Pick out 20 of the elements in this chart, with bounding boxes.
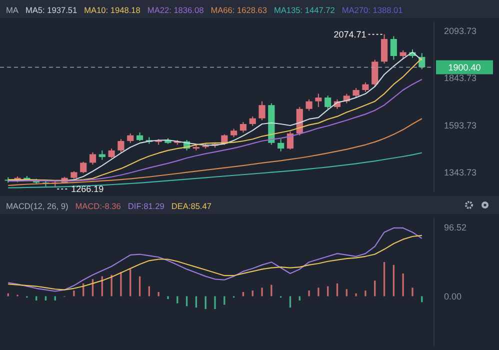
y-tick-label: 96.52 (444, 222, 467, 233)
y-tick-label: 0.00 (444, 291, 462, 302)
text: MA135: 1447.72 (274, 5, 336, 15)
text: DIF:81.29 (128, 201, 165, 211)
y-tick-label: 1843.73 (444, 73, 477, 84)
legend-label: MA270: 1388.01 (342, 5, 404, 15)
y-tick-label: 2093.73 (444, 26, 477, 36)
text: MA5: 1937.51 (25, 5, 78, 15)
ref-line-label: 1900.40 (448, 62, 481, 72)
y-tick-label: 1343.73 (444, 168, 477, 178)
y-tick-label: 1593.73 (444, 120, 477, 130)
annotation: 1266.19 (71, 184, 104, 194)
text: MA66: 1628.63 (210, 5, 268, 15)
text: MA22: 1836.08 (147, 5, 204, 15)
text: MA10: 1948.18 (84, 5, 141, 15)
legend-title: MACD(12, 26, 9) (6, 201, 68, 211)
legend-title: MA (6, 5, 19, 15)
annotation: 2074.71 (334, 29, 366, 40)
text: MACD:-8.36 (75, 201, 122, 211)
text: DEA:85.47 (171, 201, 212, 211)
